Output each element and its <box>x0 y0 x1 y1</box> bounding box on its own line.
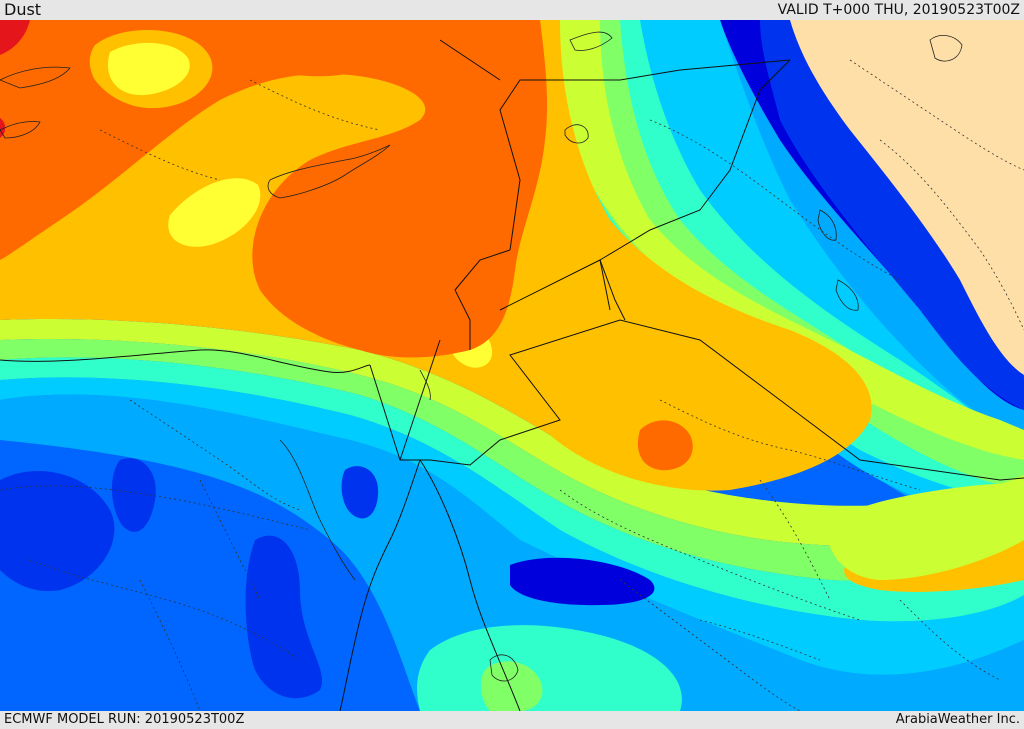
credit-label: ArabiaWeather Inc. <box>895 712 1020 727</box>
field-red-edge <box>0 118 6 138</box>
field-navy-south-west <box>0 471 115 591</box>
field-orange-red-center <box>637 420 693 471</box>
field-orange-red-north-strip <box>230 20 381 77</box>
land-area-east <box>790 20 1024 375</box>
field-yellow-cyprus <box>168 178 261 247</box>
dust-forecast-map[interactable] <box>0 20 1024 711</box>
field-green <box>0 339 1024 581</box>
province-borders <box>0 59 1024 711</box>
field-yellow-green-north <box>545 20 1024 460</box>
field-blue-east <box>760 20 1024 410</box>
country-borders <box>0 39 1024 711</box>
field-yellow-east-blob <box>827 482 1024 580</box>
header-bar: Dust VALID T+000 THU, 20190523T00Z <box>0 0 1024 20</box>
field-cyan-belt <box>0 377 1024 675</box>
field-green-blob-south <box>480 661 543 711</box>
coastlines <box>0 31 963 682</box>
field-orange-red-upper2 <box>107 42 190 96</box>
field-deep-blue-sinai <box>341 466 379 519</box>
field-aqua-north <box>574 20 1024 500</box>
field-aqua <box>0 357 1024 622</box>
field-deep-blue-south <box>510 557 655 606</box>
map-title: Dust <box>4 0 42 19</box>
footer-bar: ECMWF MODEL RUN: 20190523T00Z ArabiaWeat… <box>0 711 1024 729</box>
model-run-label: ECMWF MODEL RUN: 20190523T00Z <box>4 712 245 727</box>
field-yellow-green <box>0 319 1024 546</box>
field-red-corner <box>0 20 30 55</box>
field-light-blue-band <box>0 394 1024 711</box>
field-deep-blue-mid <box>111 458 156 532</box>
field-deep-blue-sw <box>245 535 323 699</box>
valid-time-label: VALID T+000 THU, 20190523T00Z <box>777 2 1020 18</box>
